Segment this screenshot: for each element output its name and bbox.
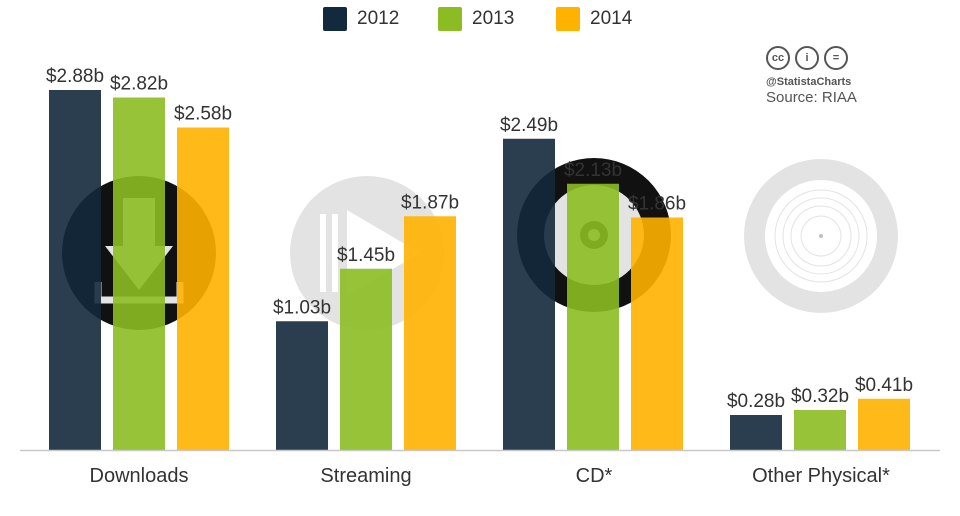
legend-label-2012: 2012: [357, 8, 400, 29]
value-label-downloads-2014: $2.58b: [174, 104, 232, 125]
legend-item-2013: 2013: [438, 6, 514, 32]
value-label-cd-2012: $2.49b: [500, 115, 558, 136]
bar-other-physical-2013: [794, 410, 846, 450]
category-label-other-physical: Other Physical*: [752, 465, 890, 487]
value-label-streaming-2012: $1.03b: [273, 297, 331, 318]
bar-cd-2013: [567, 183, 619, 450]
value-label-streaming-2013: $1.45b: [337, 245, 395, 266]
vinyl-record-icon: [744, 159, 898, 313]
category-label-streaming: Streaming: [320, 465, 412, 487]
legend-item-2014: 2014: [556, 6, 632, 32]
value-label-other-physical-2013: $0.32b: [791, 386, 849, 407]
value-label-downloads-2013: $2.82b: [110, 74, 168, 95]
bar-downloads-2012: [49, 90, 101, 450]
value-label-other-physical-2012: $0.28b: [727, 391, 785, 412]
value-label-cd-2014: $1.86b: [628, 194, 686, 215]
bar-streaming-2014: [404, 216, 456, 450]
bar-other-physical-2014: [858, 398, 910, 450]
person-icon: i: [795, 46, 819, 70]
legend-swatch-2014: [556, 7, 580, 31]
source-text: Source: RIAA: [766, 89, 857, 106]
legend-swatch-2013: [438, 7, 462, 31]
license-icons: cc i =: [766, 46, 857, 70]
category-label-cd: CD*: [575, 465, 613, 487]
equals-icon: =: [824, 46, 848, 70]
cc-icon: cc: [766, 46, 790, 70]
legend-swatch-2012: [323, 7, 347, 31]
bar-cd-2012: [503, 138, 555, 450]
value-label-other-physical-2014: $0.41b: [855, 375, 913, 396]
value-label-cd-2013: $2.13b: [564, 160, 622, 181]
bar-downloads-2014: [177, 127, 229, 450]
legend-label-2014: 2014: [590, 8, 633, 29]
chart-credits: cc i = @StatistaCharts Source: RIAA: [766, 46, 857, 106]
bar-other-physical-2012: [730, 415, 782, 450]
statista-handle: @StatistaCharts: [766, 76, 852, 88]
value-label-downloads-2012: $2.88b: [46, 66, 104, 87]
bar-cd-2014: [631, 217, 683, 450]
value-label-streaming-2014: $1.87b: [401, 192, 459, 213]
bar-downloads-2013: [113, 97, 165, 450]
legend-label-2013: 2013: [472, 8, 515, 29]
bar-streaming-2013: [340, 268, 392, 450]
bar-streaming-2012: [276, 321, 328, 450]
category-label-downloads: Downloads: [89, 465, 189, 487]
legend-item-2012: 2012: [323, 6, 399, 32]
